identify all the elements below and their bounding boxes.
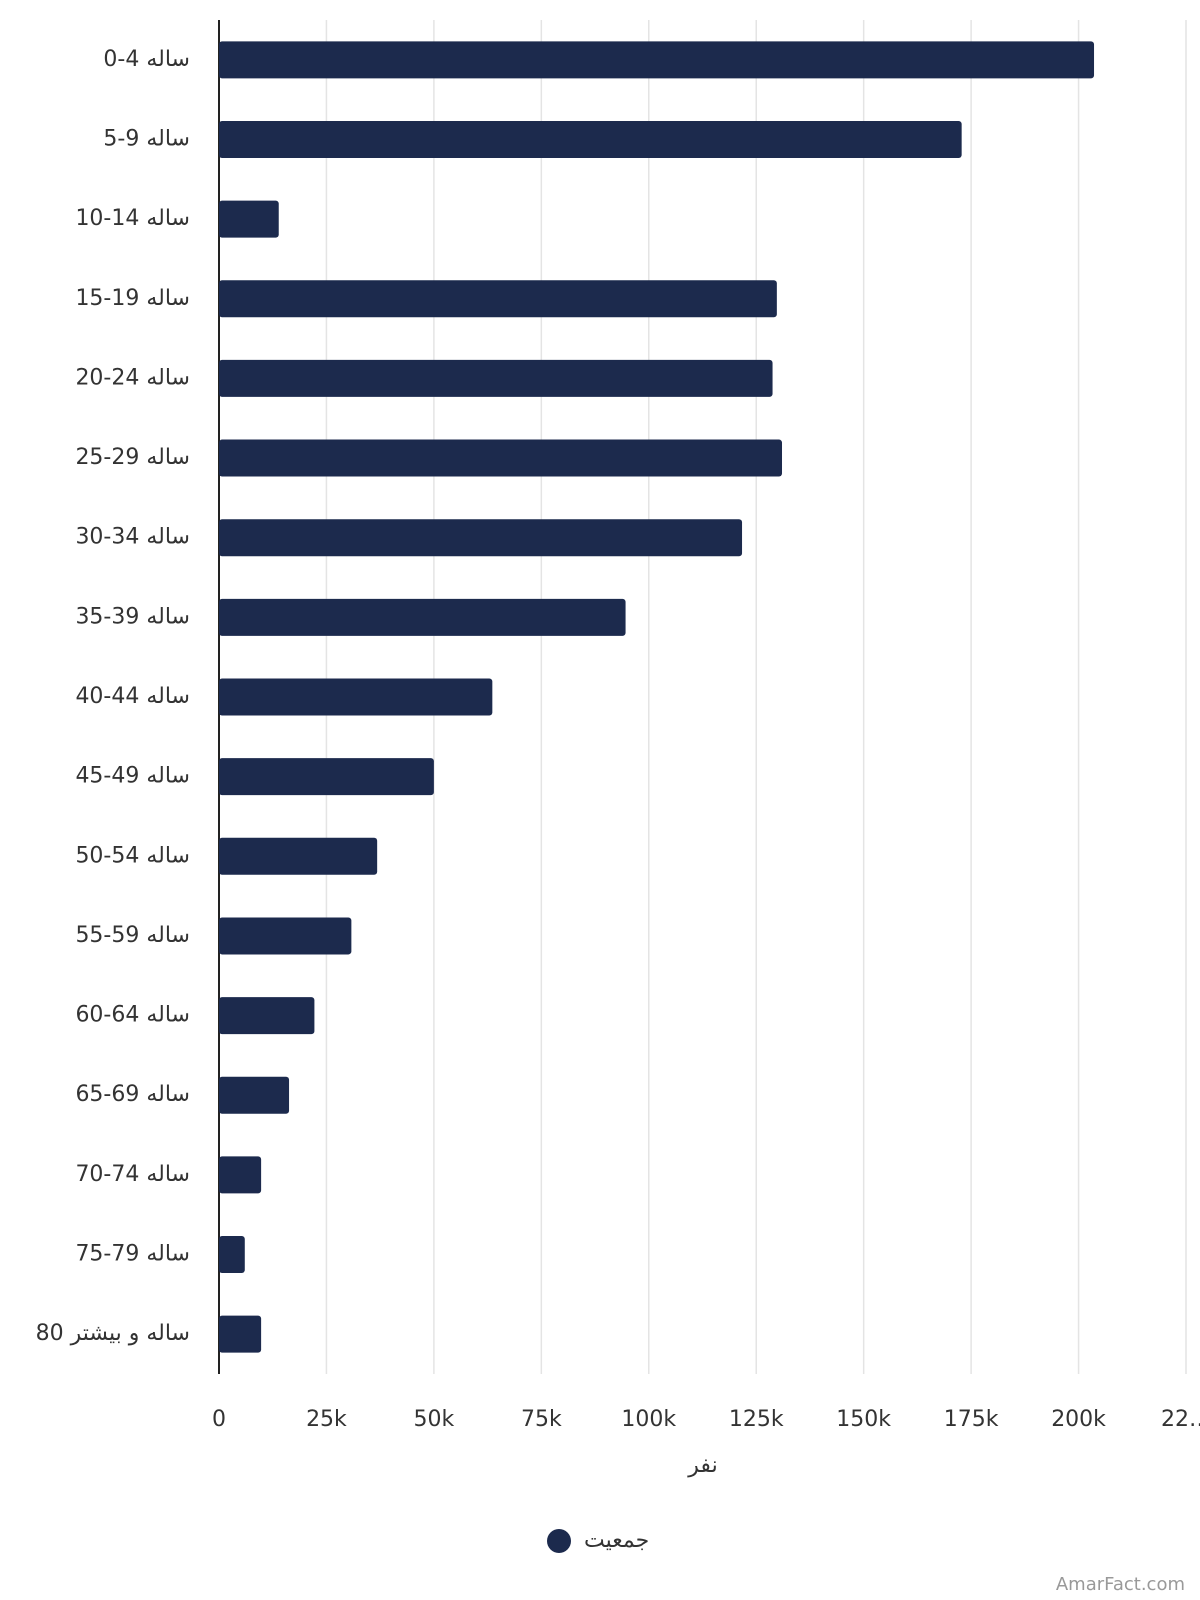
bar [219, 439, 783, 477]
y-tick-label: 70-74 ساله [75, 1162, 190, 1187]
bar [219, 41, 1095, 79]
x-tick-label: 125k [729, 1407, 784, 1432]
legend-marker [547, 1529, 571, 1553]
y-tick-label: 35-39 ساله [75, 604, 190, 629]
x-tick-label: 50k [414, 1407, 455, 1432]
bar [219, 1156, 262, 1194]
y-tick-label: 20-24 ساله [75, 365, 190, 390]
bar [219, 1076, 290, 1114]
x-tick-label: 22… [1161, 1407, 1200, 1432]
bar [219, 359, 773, 397]
legend-label: جمعیت [584, 1528, 649, 1553]
x-tick-label: 75k [521, 1407, 562, 1432]
bar [219, 200, 279, 238]
x-tick-label: 175k [944, 1407, 999, 1432]
bar [219, 1236, 245, 1274]
x-axis-title: نفر [687, 1453, 717, 1478]
y-tick-label: 50-54 ساله [75, 843, 190, 868]
x-tick-label: 100k [621, 1407, 676, 1432]
y-tick-label: 30-34 ساله [75, 525, 190, 550]
y-tick-label: 80 ساله و بیشتر [36, 1321, 190, 1346]
y-tick-label: 5-9 ساله [103, 126, 190, 151]
y-tick-label: 0-4 ساله [103, 47, 190, 72]
bar [219, 280, 777, 318]
bar [219, 1315, 262, 1353]
y-tick-label: 65-69 ساله [75, 1082, 190, 1107]
bar [219, 598, 626, 636]
x-tick-label: 150k [836, 1407, 891, 1432]
y-tick-label: 45-49 ساله [75, 764, 190, 789]
bar [219, 519, 743, 557]
bar [219, 917, 352, 955]
y-tick-label: 15-19 ساله [75, 286, 190, 311]
y-tick-label: 55-59 ساله [75, 923, 190, 948]
bar [219, 758, 434, 796]
y-tick-label: 10-14 ساله [75, 206, 190, 231]
y-tick-label: 40-44 ساله [75, 684, 190, 709]
watermark: AmarFact.com [1056, 1574, 1185, 1595]
bar [219, 120, 962, 158]
y-tick-label: 60-64 ساله [75, 1003, 190, 1028]
bar [219, 837, 378, 875]
y-tick-label: 75-79 ساله [75, 1242, 190, 1267]
y-tick-label: 25-29 ساله [75, 445, 190, 470]
x-tick-label: 0 [212, 1407, 226, 1432]
bar [219, 997, 315, 1035]
x-tick-label: 200k [1051, 1407, 1106, 1432]
bar [219, 678, 493, 716]
x-tick-label: 25k [306, 1407, 347, 1432]
